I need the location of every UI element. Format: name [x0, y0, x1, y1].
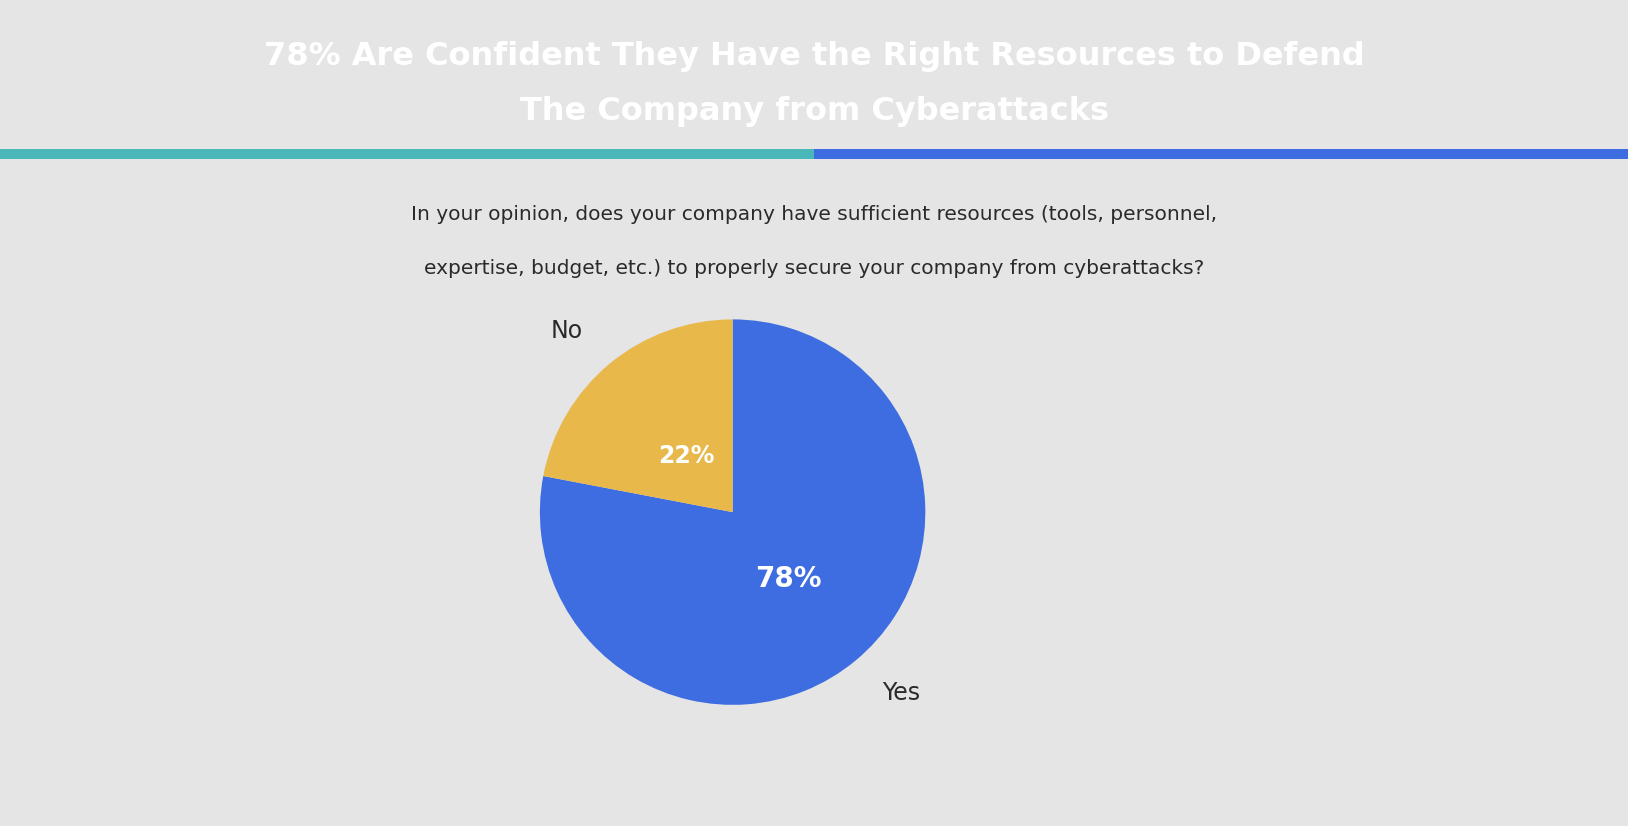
Text: 78% Are Confident They Have the Right Resources to Defend: 78% Are Confident They Have the Right Re…: [264, 41, 1364, 72]
Text: The Company from Cyberattacks: The Company from Cyberattacks: [519, 96, 1109, 127]
Wedge shape: [544, 320, 733, 512]
FancyBboxPatch shape: [0, 149, 814, 159]
Text: Yes: Yes: [882, 681, 920, 705]
Text: 78%: 78%: [755, 565, 821, 593]
Text: In your opinion, does your company have sufficient resources (tools, personnel,: In your opinion, does your company have …: [410, 206, 1218, 225]
FancyBboxPatch shape: [814, 149, 1628, 159]
Text: 22%: 22%: [658, 444, 715, 468]
Wedge shape: [540, 320, 925, 705]
Text: expertise, budget, etc.) to properly secure your company from cyberattacks?: expertise, budget, etc.) to properly sec…: [423, 259, 1205, 278]
Text: No: No: [550, 319, 583, 343]
